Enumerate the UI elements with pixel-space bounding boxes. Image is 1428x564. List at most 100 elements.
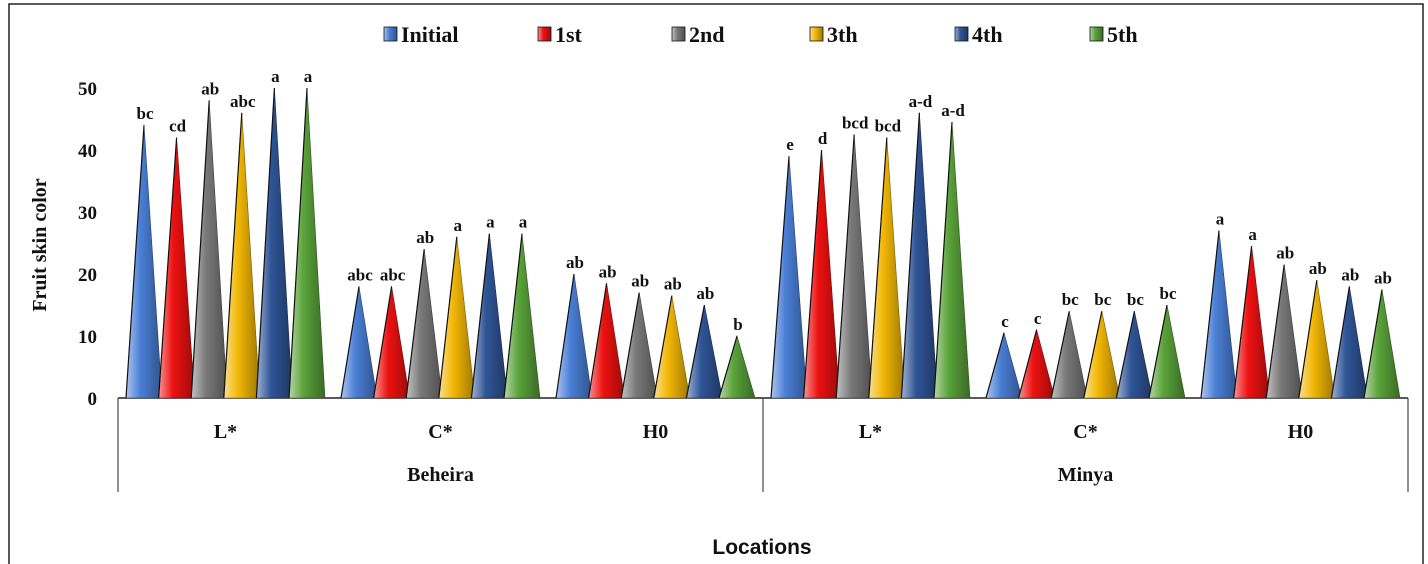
bar-edge [1330, 286, 1350, 399]
data-label: a [271, 67, 280, 86]
data-label: a [454, 216, 463, 235]
bar-edge [1200, 230, 1220, 399]
data-label: bc [1094, 290, 1111, 309]
legend-label: 4th [972, 22, 1003, 47]
bar-edge [1115, 311, 1135, 399]
data-label: c [1001, 312, 1009, 331]
bar-edge [933, 122, 953, 399]
data-label: abc [347, 265, 373, 284]
bar-edge [223, 112, 243, 399]
bars [125, 87, 1401, 399]
data-label: c [1034, 309, 1042, 328]
bar-edge [868, 137, 888, 399]
legend-label: 1st [555, 22, 583, 47]
bar-edge [255, 87, 275, 399]
data-label: b [733, 315, 742, 334]
bar-edge [985, 332, 1005, 399]
data-label: cd [169, 117, 187, 136]
y-axis-title: Fruit skin color [29, 178, 51, 311]
data-label: a-d [909, 92, 933, 111]
bar-edge [803, 149, 823, 399]
data-label: ab [696, 284, 714, 303]
bar-edge [503, 233, 523, 399]
y-tick-label: 30 [78, 203, 97, 224]
bar-edge [288, 87, 308, 399]
group-label: Minya [1058, 464, 1114, 486]
category-label: C* [428, 421, 452, 443]
x-axis-title: Locations [712, 536, 811, 559]
group-label: Beheira [407, 464, 474, 486]
bar-edge [158, 137, 178, 399]
bar-edge [373, 286, 393, 399]
data-label: bc [1127, 290, 1144, 309]
bar-edge [190, 100, 210, 399]
legend-label: 2nd [689, 22, 724, 47]
chart-border [8, 3, 1424, 564]
category-label: L* [214, 421, 237, 443]
bar-edge [1233, 246, 1253, 399]
data-label: bc [1160, 284, 1177, 303]
bar-edge [1050, 311, 1070, 399]
data-label: ab [1276, 244, 1294, 263]
legend-swatch [383, 26, 398, 42]
bar-edge [1083, 311, 1103, 399]
data-label: a [1248, 225, 1257, 244]
bar-edge [125, 125, 145, 399]
y-tick-label: 40 [78, 141, 97, 162]
data-label: a [1216, 210, 1225, 229]
legend-swatch [537, 26, 552, 42]
bar-edge [1148, 304, 1168, 399]
data-label: ab [1374, 269, 1392, 288]
legend: Initial 1st 2nd 3th 4th 5th [383, 22, 1138, 47]
data-label: ab [1309, 259, 1327, 278]
bar-edge [1298, 280, 1318, 399]
y-tick-label: 50 [78, 79, 97, 100]
data-label: bc [1062, 290, 1079, 309]
category-label: H0 [643, 421, 669, 443]
legend-swatch [671, 26, 686, 42]
bar-edge [900, 112, 920, 399]
data-label: abc [230, 92, 256, 111]
data-label: ab [1341, 265, 1359, 284]
data-label: ab [201, 79, 219, 98]
category-label: C* [1073, 421, 1097, 443]
y-tick-label: 10 [78, 327, 97, 348]
data-label: a-d [941, 101, 965, 120]
data-label: bc [137, 104, 154, 123]
data-label: ab [416, 228, 434, 247]
data-label: abc [380, 265, 406, 284]
category-label: H0 [1288, 421, 1314, 443]
legend-swatch [954, 26, 969, 42]
axes: 0 10 20 30 40 50 Beheira L* C* H0 Minya L* C* H0 [78, 79, 1409, 492]
data-label: bcd [875, 117, 902, 136]
y-tick-label: 0 [88, 389, 98, 410]
data-label: e [786, 135, 794, 154]
bar-edge [620, 292, 640, 399]
legend-label: 3th [827, 22, 858, 47]
data-label: a [519, 213, 528, 232]
bar-edge [685, 304, 705, 399]
data-label: a [304, 67, 313, 86]
bar-edge [1265, 264, 1285, 399]
data-label: bcd [842, 114, 869, 133]
data-label: ab [566, 253, 584, 272]
bar-edge [438, 236, 458, 399]
y-tick-label: 20 [78, 265, 97, 286]
bar-edge [653, 295, 673, 399]
data-label: ab [599, 262, 617, 281]
legend-swatch [809, 26, 824, 42]
legend-label: Initial [401, 22, 458, 47]
bar-edge [588, 283, 608, 399]
data-label: ab [631, 272, 649, 291]
bar-edge [405, 249, 425, 399]
data-label: d [818, 129, 828, 148]
category-label: L* [859, 421, 882, 443]
bar-edge [1018, 329, 1038, 399]
bar-edge [555, 273, 575, 399]
bar-edge [835, 134, 855, 399]
data-label: ab [664, 275, 682, 294]
legend-swatch [1089, 26, 1104, 42]
